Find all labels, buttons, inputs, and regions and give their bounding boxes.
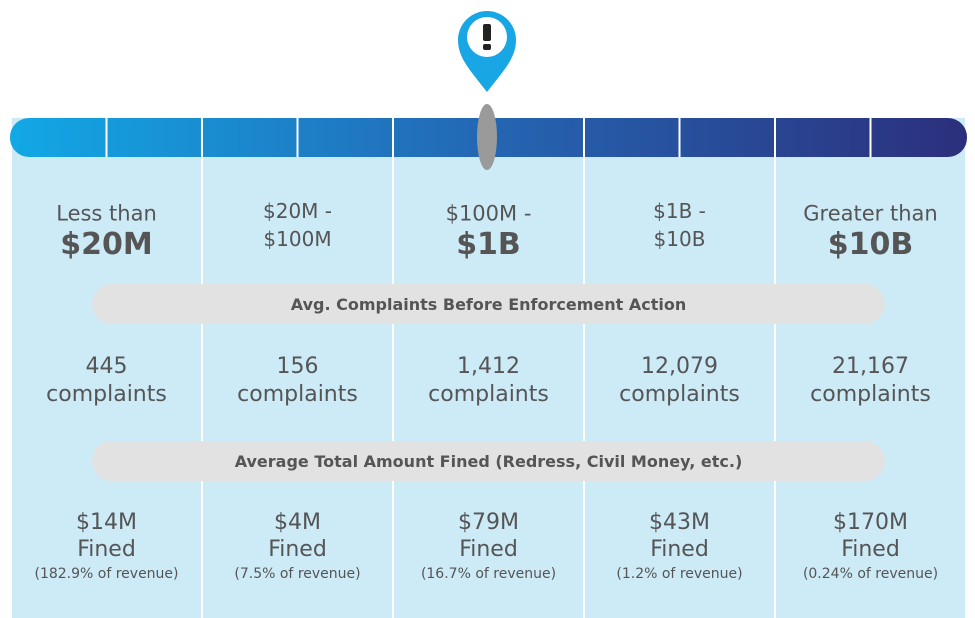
- complaints-unit: complaints: [46, 382, 167, 407]
- fined-unit: Fined: [77, 537, 136, 562]
- fined-unit: Fined: [268, 537, 327, 562]
- fined-value: $170M: [833, 510, 908, 535]
- complaints-value: 445: [85, 354, 128, 379]
- size-value: $1B: [456, 227, 521, 262]
- pin: [458, 11, 516, 92]
- size-value: $10B: [827, 227, 914, 262]
- marker: [477, 104, 497, 170]
- column: [12, 118, 201, 618]
- size-label: $100M -: [445, 201, 532, 226]
- complaints-value: 156: [276, 354, 319, 379]
- fined-value: $4M: [274, 510, 321, 535]
- size-label: Greater than: [803, 201, 938, 226]
- complaints-unit: complaints: [810, 382, 931, 407]
- complaints-unit: complaints: [237, 382, 358, 407]
- column: [585, 118, 774, 618]
- fined-unit: Fined: [841, 537, 900, 562]
- size-label: Less than: [56, 201, 157, 226]
- complaints-unit: complaints: [428, 382, 549, 407]
- complaints-unit: complaints: [619, 382, 740, 407]
- revenue-share: (182.9% of revenue): [34, 566, 179, 582]
- column: [394, 118, 583, 618]
- complaints-value: 12,079: [641, 354, 718, 379]
- size-label: $20M -: [262, 199, 333, 223]
- section-header: Average Total Amount Fined (Redress, Civ…: [92, 441, 885, 481]
- fined-value: $43M: [649, 510, 710, 535]
- size-value: $20M: [60, 227, 153, 262]
- revenue-share: (16.7% of revenue): [420, 566, 557, 582]
- revenue-share: (7.5% of revenue): [234, 566, 361, 582]
- column: [776, 118, 965, 618]
- complaints-value: 21,167: [832, 354, 909, 379]
- section-header: Avg. Complaints Before Enforcement Actio…: [92, 284, 885, 324]
- revenue-share: (0.24% of revenue): [802, 566, 939, 582]
- size-label: $100M: [263, 227, 332, 251]
- complaints-value: 1,412: [457, 354, 520, 379]
- fined-unit: Fined: [650, 537, 709, 562]
- fined-value: $14M: [76, 510, 137, 535]
- column: [203, 118, 392, 618]
- revenue-share: (1.2% of revenue): [616, 566, 743, 582]
- fined-unit: Fined: [459, 537, 518, 562]
- fined-value: $79M: [458, 510, 519, 535]
- size-label: $1B -: [653, 199, 706, 223]
- size-label: $10B: [653, 227, 706, 251]
